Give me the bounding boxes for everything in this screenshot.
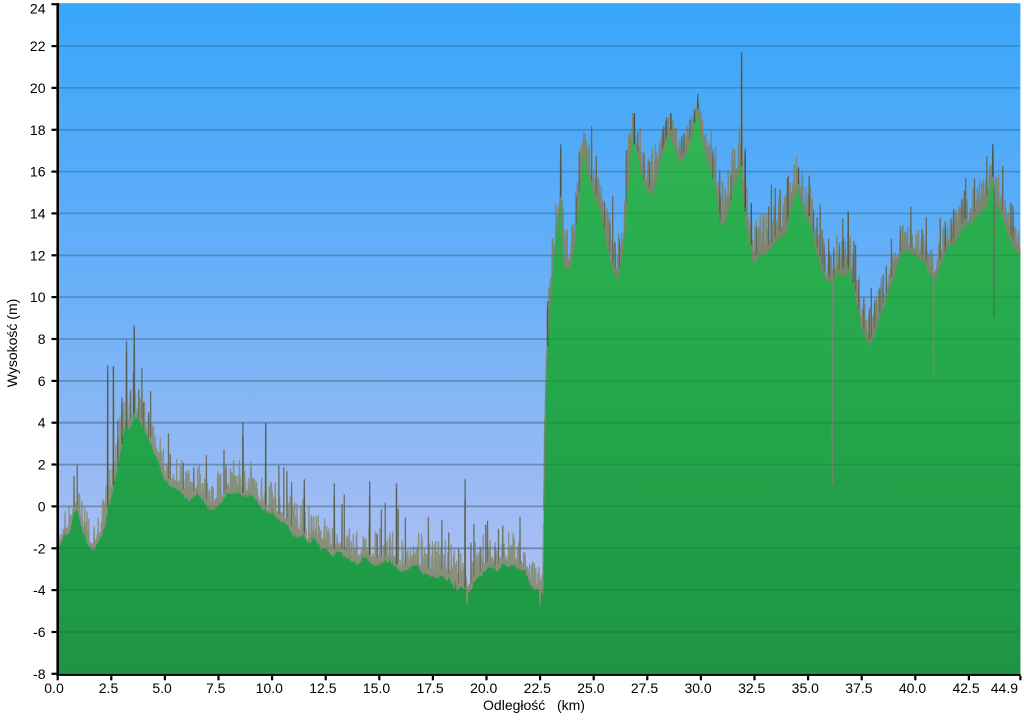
svg-text:12.5: 12.5 [309,680,336,696]
svg-text:Wysokość (m): Wysokość (m) [4,299,20,388]
svg-text:4: 4 [38,415,46,431]
svg-text:32.5: 32.5 [738,680,765,696]
svg-text:15.0: 15.0 [363,680,390,696]
svg-text:Odległość (km): Odległość (km) [483,697,585,713]
svg-text:2.5: 2.5 [99,680,119,696]
svg-text:35.0: 35.0 [792,680,819,696]
svg-text:18: 18 [30,122,46,138]
svg-text:27.5: 27.5 [631,680,658,696]
svg-text:16: 16 [30,164,46,180]
svg-text:0.0: 0.0 [44,680,64,696]
svg-text:25.0: 25.0 [577,680,604,696]
svg-text:14: 14 [30,205,46,221]
svg-text:7.5: 7.5 [206,680,226,696]
svg-text:22.5: 22.5 [524,680,551,696]
svg-text:0: 0 [38,498,46,514]
svg-text:44.9: 44.9 [991,680,1018,696]
svg-text:8: 8 [38,331,46,347]
svg-text:2: 2 [38,457,46,473]
svg-text:20.0: 20.0 [470,680,497,696]
svg-text:42.5: 42.5 [952,680,979,696]
svg-text:10: 10 [30,289,46,305]
svg-text:5.0: 5.0 [152,680,172,696]
svg-text:30.0: 30.0 [684,680,711,696]
svg-text:-6: -6 [33,624,46,640]
svg-text:17.5: 17.5 [416,680,443,696]
svg-text:-2: -2 [33,540,46,556]
svg-text:10.0: 10.0 [256,680,283,696]
svg-text:-4: -4 [33,582,46,598]
svg-text:12: 12 [30,247,46,263]
svg-text:20: 20 [30,80,46,96]
svg-text:6: 6 [38,373,46,389]
svg-text:37.5: 37.5 [845,680,872,696]
svg-text:40.0: 40.0 [899,680,926,696]
svg-text:-8: -8 [33,666,46,682]
svg-text:22: 22 [30,38,46,54]
svg-text:24: 24 [30,1,46,17]
